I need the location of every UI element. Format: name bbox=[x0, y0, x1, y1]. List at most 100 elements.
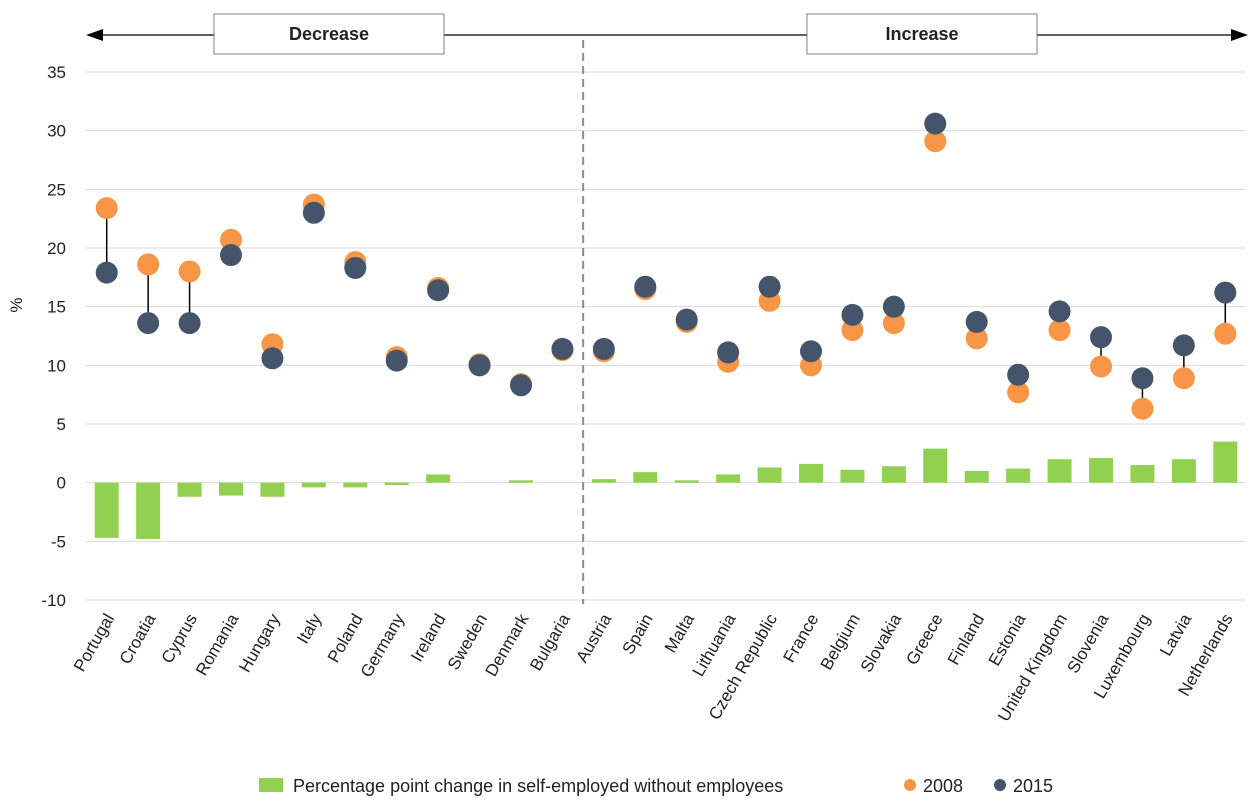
bar-cyprus bbox=[177, 482, 202, 497]
dot-2015-malta bbox=[675, 308, 698, 331]
dot-2015-bulgaria bbox=[551, 337, 574, 360]
x-tick-label: Cyprus bbox=[158, 611, 201, 667]
legend: Percentage point change in self-employed… bbox=[259, 776, 1053, 796]
dot-2008-croatia bbox=[137, 253, 160, 276]
y-tick-label: 5 bbox=[57, 415, 66, 434]
bar-greece bbox=[923, 448, 948, 483]
dot-2015-austria bbox=[592, 337, 615, 360]
section-label: Increase bbox=[885, 24, 958, 44]
legend-label: 2008 bbox=[923, 776, 963, 796]
bar-czech-republic bbox=[757, 467, 782, 483]
section-box bbox=[213, 13, 445, 55]
bar-poland bbox=[343, 482, 368, 488]
dot-2008-greece bbox=[924, 130, 947, 153]
y-tick-label: 10 bbox=[47, 356, 66, 375]
y-tick-label: -10 bbox=[41, 591, 66, 610]
dot-2008-romania bbox=[220, 228, 242, 251]
bar-austria bbox=[591, 479, 616, 483]
dot-2015-portugal bbox=[95, 261, 118, 284]
bar-slovakia bbox=[881, 466, 906, 483]
dot-2008-latvia bbox=[1172, 367, 1195, 390]
x-tick-label: Estonia bbox=[985, 610, 1030, 669]
bar-estonia bbox=[1006, 468, 1031, 483]
dot-2008-united-kingdom bbox=[1048, 319, 1071, 342]
dot-2015-ireland bbox=[427, 279, 450, 302]
y-tick-label: -5 bbox=[51, 532, 66, 551]
dot-series bbox=[95, 112, 1237, 420]
dot-2015-italy bbox=[302, 201, 325, 224]
dot-2008-estonia bbox=[1007, 381, 1030, 404]
legend-swatch-2015 bbox=[994, 779, 1006, 791]
bar-belgium bbox=[840, 469, 865, 483]
grid-layer bbox=[86, 71, 1246, 601]
legend-label: 2015 bbox=[1013, 776, 1053, 796]
x-tick-label: Austria bbox=[572, 610, 615, 666]
bar-denmark bbox=[509, 480, 533, 483]
section-box bbox=[806, 13, 1038, 55]
bar-germany bbox=[384, 482, 409, 486]
y-tick-label: 20 bbox=[47, 239, 66, 258]
y-tick-label: 30 bbox=[47, 122, 66, 141]
x-tick-label: Hungary bbox=[235, 610, 284, 676]
dot-2015-spain bbox=[634, 275, 657, 298]
bar-finland bbox=[964, 470, 989, 483]
legend-swatch-2008 bbox=[904, 779, 916, 791]
section-header: Decrease Increase bbox=[86, 13, 1248, 55]
bar-lithuania bbox=[716, 474, 741, 483]
dot-2015-luxembourg bbox=[1131, 367, 1154, 390]
y-tick-label: 25 bbox=[47, 180, 66, 199]
dot-2015-czech-republic bbox=[758, 275, 781, 298]
dot-2015-slovakia bbox=[882, 295, 905, 318]
y-axis: % -10 -5 0 5 10 15 20 25 30 35 bbox=[7, 63, 66, 610]
bar-croatia bbox=[136, 482, 161, 539]
dot-2008-cyprus bbox=[178, 260, 201, 283]
x-tick-label: Ireland bbox=[407, 611, 449, 666]
dot-2015-croatia bbox=[137, 312, 160, 335]
dot-2015-hungary bbox=[261, 347, 284, 370]
bar-luxembourg bbox=[1130, 465, 1155, 483]
bar-series bbox=[94, 441, 1238, 539]
dot-2015-belgium bbox=[841, 303, 864, 326]
dot-2015-netherlands bbox=[1214, 281, 1237, 304]
bar-slovenia bbox=[1089, 458, 1113, 483]
x-tick-label: Slovakia bbox=[857, 610, 906, 676]
dot-2015-france bbox=[800, 340, 822, 363]
dot-2008-luxembourg bbox=[1131, 397, 1154, 420]
x-tick-label: France bbox=[780, 611, 823, 666]
dot-2008-slovakia bbox=[882, 312, 905, 335]
dot-2015-latvia bbox=[1172, 334, 1195, 357]
dot-2015-cyprus bbox=[178, 312, 201, 335]
arrow-right-head bbox=[1231, 29, 1248, 41]
bar-hungary bbox=[260, 482, 285, 497]
dot-2015-germany bbox=[385, 349, 408, 372]
arrow-left-head bbox=[86, 29, 103, 41]
bar-spain bbox=[633, 472, 658, 483]
bar-portugal bbox=[94, 482, 119, 538]
bar-romania bbox=[219, 482, 243, 496]
x-tick-label: Bulgaria bbox=[526, 610, 574, 674]
legend-swatch-bar bbox=[259, 778, 283, 792]
x-tick-label: Portugal bbox=[70, 611, 118, 675]
legend-label: Percentage point change in self-employed… bbox=[293, 776, 783, 796]
section-label: Decrease bbox=[289, 24, 369, 44]
y-axis-title: % bbox=[7, 297, 26, 312]
dot-2015-estonia bbox=[1007, 363, 1030, 386]
x-tick-label: Croatia bbox=[116, 610, 160, 667]
bar-ireland bbox=[426, 474, 451, 483]
bar-latvia bbox=[1171, 459, 1196, 483]
dot-2015-sweden bbox=[468, 354, 491, 377]
dot-2015-slovenia bbox=[1090, 326, 1112, 349]
x-tick-label: Italy bbox=[293, 610, 325, 647]
y-tick-label: 0 bbox=[57, 474, 66, 493]
bar-italy bbox=[301, 482, 326, 488]
bar-france bbox=[799, 463, 823, 483]
bar-netherlands bbox=[1213, 441, 1238, 483]
y-tick-label: 15 bbox=[47, 298, 66, 317]
x-tick-label: Belgium bbox=[817, 611, 864, 674]
dot-2008-belgium bbox=[841, 319, 864, 342]
dot-2015-united-kingdom bbox=[1048, 300, 1071, 323]
dot-2015-greece bbox=[924, 112, 947, 135]
